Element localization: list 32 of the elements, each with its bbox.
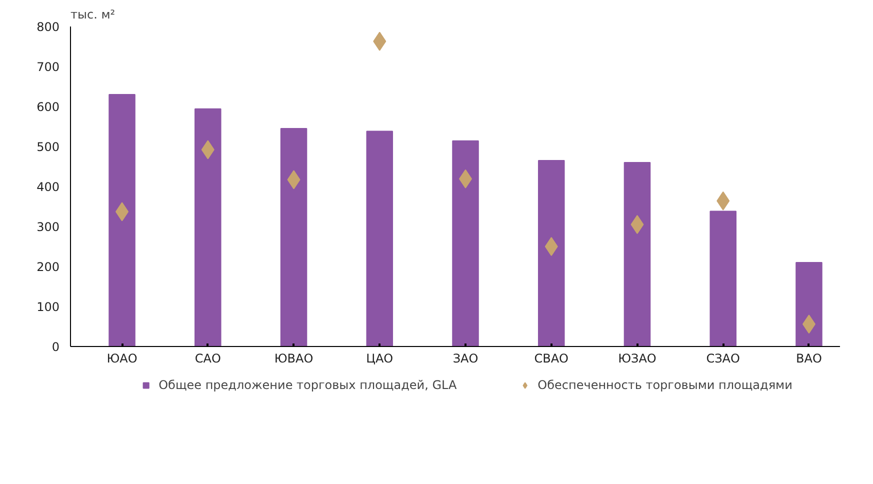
y-axis-title: тыс. м² [70,8,116,22]
bar [366,130,394,346]
y-tick-label: 100 [36,300,60,314]
bar [796,262,822,346]
point [544,237,558,256]
y-tick-label: 400 [36,180,60,194]
y-tick-label: 200 [36,260,60,274]
x-tick-label: ЦАО [366,352,394,366]
x-tick-label: САО [194,352,221,366]
x-tick-label: ВАО [796,352,822,366]
legend-label: Общее предложение торговых площадей, GLA [158,378,457,392]
x-tick-label: ЮВАО [274,352,314,366]
y-tick-label: 500 [36,140,60,154]
y-tick-label: 300 [36,220,60,234]
x-tick-label: СВАО [534,352,568,366]
legend-label: Обеспеченность торговыми площадями [538,378,792,392]
bar [194,108,222,346]
bar [624,162,651,346]
y-tick-label: 700 [36,60,60,74]
bar [452,140,479,346]
bar [538,160,565,346]
x-tick-label: ЮАО [106,352,138,366]
x-tick-label: ЮЗАО [618,352,656,366]
bar [280,128,308,346]
bar [108,94,136,346]
y-tick-label: 0 [52,340,60,354]
y-tick-label: 800 [36,20,60,34]
point [630,215,644,234]
x-tick-label: СЗАО [706,352,740,366]
bar [710,210,736,346]
y-tick-label: 600 [36,100,60,114]
x-tick-label: ЗАО [452,352,478,366]
